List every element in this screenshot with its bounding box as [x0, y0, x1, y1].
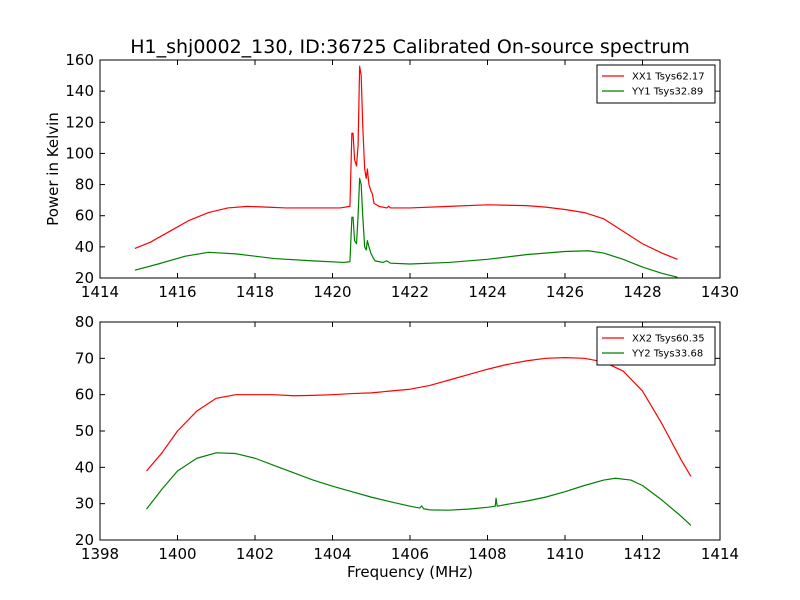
y-tick-label: 100 [65, 144, 94, 162]
y-tick-label: 60 [75, 386, 94, 404]
x-tick-label: 1424 [468, 283, 506, 301]
series-line-yy2 [146, 452, 692, 526]
x-tick-label: 1418 [236, 283, 274, 301]
series-line-yy1 [134, 177, 678, 278]
series-line-xx1 [134, 65, 678, 260]
y-tick-label: 80 [75, 313, 94, 331]
y-axis-label: Power in Kelvin [44, 112, 62, 226]
top-panel: 1414 1416 1418 1420 1422 1424 1426 1428 1430 20 40… [44, 36, 739, 301]
y-tick-label: 40 [75, 458, 94, 476]
x-tick-label: 1422 [391, 283, 429, 301]
x-tick-label: 1412 [623, 545, 661, 563]
legend: XX2 Tsys60.35 YY2 Tsys33.68 [596, 326, 716, 366]
x-tick-label: 1402 [236, 545, 274, 563]
y-tick-label: 20 [75, 269, 94, 287]
y-tick-label: 120 [65, 113, 94, 131]
plot-frame [99, 321, 721, 541]
x-tick-label: 1430 [701, 283, 739, 301]
y-tick-label: 20 [75, 531, 94, 549]
x-tick-label: 1404 [313, 545, 351, 563]
y-tick-label: 160 [65, 51, 94, 69]
plot-frame [99, 59, 721, 279]
x-tick-label: 1428 [623, 283, 661, 301]
y-tick-label: 40 [75, 238, 94, 256]
y-tick-label: 70 [75, 349, 94, 367]
x-tick-label: 1408 [468, 545, 506, 563]
x-tick-label: 1398 [81, 545, 119, 563]
legend-label: XX1 Tsys62.17 [632, 72, 705, 83]
x-tick-label: 1420 [313, 283, 351, 301]
bottom-panel: 1398 1400 1402 1404 1406 1408 1410 1412 1414 20 30… [75, 313, 739, 581]
legend-box [596, 326, 716, 366]
x-tick-label: 1414 [701, 545, 739, 563]
y-tick-label: 50 [75, 422, 94, 440]
legend-box [596, 64, 716, 104]
x-tick-label: 1416 [158, 283, 196, 301]
x-axis-label: Frequency (MHz) [347, 563, 473, 581]
y-tick-label: 60 [75, 207, 94, 225]
y-tick-label: 80 [75, 176, 94, 194]
x-tick-label: 1400 [158, 545, 196, 563]
y-tick-label: 30 [75, 495, 94, 513]
legend-label: YY1 Tsys32.89 [631, 87, 703, 98]
legend-label: XX2 Tsys60.35 [632, 334, 705, 345]
legend: XX1 Tsys62.17 YY1 Tsys32.89 [596, 64, 716, 104]
x-tick-label: 1414 [81, 283, 119, 301]
x-tick-label: 1410 [546, 545, 584, 563]
legend-label: YY2 Tsys33.68 [631, 349, 703, 360]
chart-title: H1_shj0002_130, ID:36725 Calibrated On-s… [130, 36, 690, 58]
x-tick-label: 1426 [546, 283, 584, 301]
x-tick-label: 1406 [391, 545, 429, 563]
y-tick-label: 140 [65, 82, 94, 100]
